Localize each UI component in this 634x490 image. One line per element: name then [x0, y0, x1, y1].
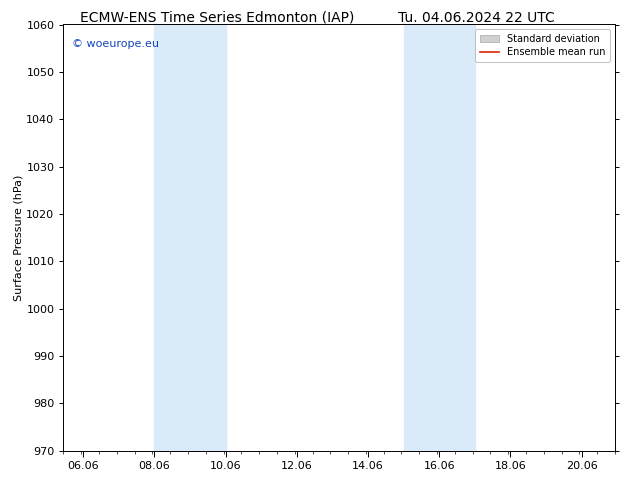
Legend: Standard deviation, Ensemble mean run: Standard deviation, Ensemble mean run: [475, 29, 610, 62]
Text: © woeurope.eu: © woeurope.eu: [72, 39, 158, 49]
Bar: [155, 24, 226, 451]
Bar: [404, 24, 475, 451]
Text: ECMW-ENS Time Series Edmonton (IAP)          Tu. 04.06.2024 22 UTC: ECMW-ENS Time Series Edmonton (IAP) Tu. …: [80, 11, 554, 25]
Y-axis label: Surface Pressure (hPa): Surface Pressure (hPa): [13, 174, 23, 301]
